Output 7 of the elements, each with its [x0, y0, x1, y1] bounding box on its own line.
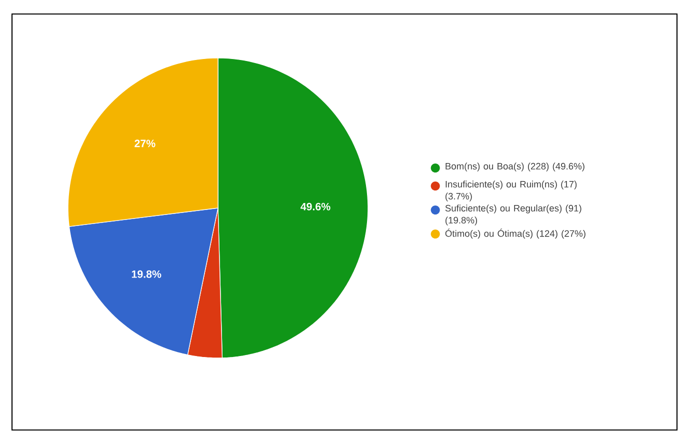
- data-label: 27%: [134, 140, 156, 148]
- legend-label: Suficiente(s) ou Regular(es) (91) (19.8%): [445, 204, 582, 226]
- legend-label: Insuficiente(s) ou Ruim(ns) (17) (3.7%): [446, 180, 577, 202]
- data-label: 19.8%: [132, 270, 162, 278]
- data-label: 49.6%: [300, 202, 330, 210]
- legend-label: Ótimo(s) ou Ótima(s) (124) (27%): [445, 228, 586, 239]
- legend-label: Bom(ns) ou Boa(s) (228) (49.6%): [446, 162, 584, 172]
